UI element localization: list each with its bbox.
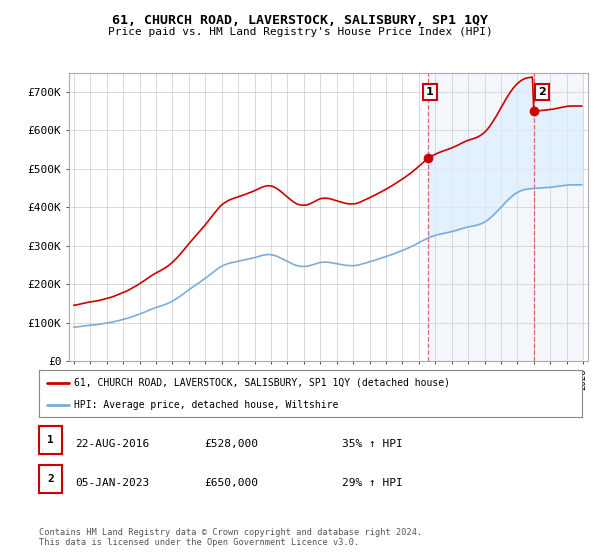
Text: 35% ↑ HPI: 35% ↑ HPI xyxy=(342,439,403,449)
Text: 22-AUG-2016: 22-AUG-2016 xyxy=(75,439,149,449)
Text: HPI: Average price, detached house, Wiltshire: HPI: Average price, detached house, Wilt… xyxy=(74,400,338,410)
Text: 2: 2 xyxy=(47,474,54,484)
Text: 1: 1 xyxy=(426,87,434,97)
Text: 29% ↑ HPI: 29% ↑ HPI xyxy=(342,478,403,488)
Text: Contains HM Land Registry data © Crown copyright and database right 2024.
This d: Contains HM Land Registry data © Crown c… xyxy=(39,528,422,547)
Bar xyxy=(428,73,582,361)
Text: 1: 1 xyxy=(47,435,54,445)
Text: Price paid vs. HM Land Registry's House Price Index (HPI): Price paid vs. HM Land Registry's House … xyxy=(107,27,493,37)
Text: 2: 2 xyxy=(538,87,546,97)
Text: 61, CHURCH ROAD, LAVERSTOCK, SALISBURY, SP1 1QY (detached house): 61, CHURCH ROAD, LAVERSTOCK, SALISBURY, … xyxy=(74,378,450,388)
Text: 05-JAN-2023: 05-JAN-2023 xyxy=(75,478,149,488)
Text: £528,000: £528,000 xyxy=(204,439,258,449)
Text: £650,000: £650,000 xyxy=(204,478,258,488)
Text: 61, CHURCH ROAD, LAVERSTOCK, SALISBURY, SP1 1QY: 61, CHURCH ROAD, LAVERSTOCK, SALISBURY, … xyxy=(112,14,488,27)
